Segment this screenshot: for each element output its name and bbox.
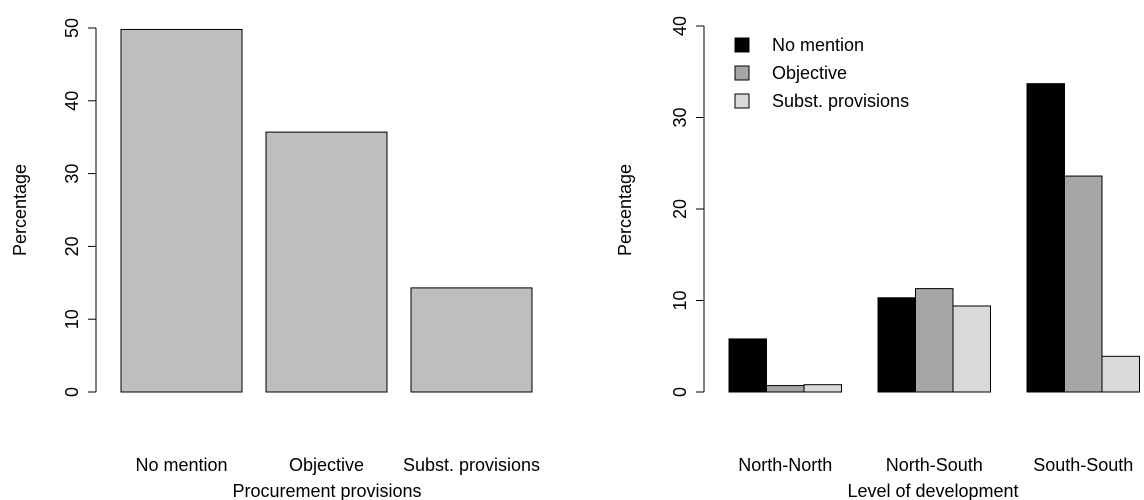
y-tick-label: 20	[670, 199, 690, 219]
x-tick-label: No mention	[135, 455, 227, 475]
bar	[915, 288, 954, 393]
bar	[1064, 175, 1103, 393]
bar	[1101, 355, 1140, 393]
x-tick-label: South-South	[1033, 455, 1133, 475]
bar	[410, 287, 533, 393]
y-tick-label: 10	[62, 309, 82, 329]
x-tick-label: North-South	[886, 455, 983, 475]
y-tick-label: 40	[670, 16, 690, 36]
legend-swatch	[734, 93, 750, 109]
x-tick-label: North-North	[738, 455, 832, 475]
y-tick-label: 0	[62, 387, 82, 397]
bar	[265, 131, 388, 393]
y-tick-label: 50	[62, 18, 82, 38]
bar	[766, 385, 805, 393]
bar	[952, 305, 991, 393]
chart-level-of-development: 0 10 20 30 40 Percentage North-North North-Sout…	[615, 16, 1140, 500]
y-tick-label: 0	[670, 387, 690, 397]
legend-label: Objective	[772, 63, 847, 83]
legend-swatch	[734, 65, 750, 81]
x-axis-title: Level of development	[847, 481, 1018, 500]
x-axis-title: Procurement provisions	[232, 481, 421, 500]
bar	[120, 28, 243, 393]
x-tick-label: Subst. provisions	[403, 455, 540, 475]
legend-swatch	[734, 37, 750, 53]
y-tick-label: 30	[62, 164, 82, 184]
y-tick-label: 10	[670, 290, 690, 310]
bar	[1026, 83, 1065, 393]
chart-procurement-provisions: 0 10 20 30 40 50 Percentage No mention Objective…	[10, 18, 540, 500]
y-axis-title: Percentage	[615, 164, 635, 256]
bar	[728, 338, 767, 393]
x-tick-label: Objective	[289, 455, 364, 475]
legend-label: Subst. provisions	[772, 91, 909, 111]
y-axis-title: Percentage	[10, 164, 30, 256]
legend: No mention Objective Subst. provisions	[734, 35, 909, 111]
bar	[877, 297, 916, 393]
legend-label: No mention	[772, 35, 864, 55]
y-tick-label: 20	[62, 236, 82, 256]
bar	[803, 384, 842, 393]
y-tick-label: 40	[62, 91, 82, 111]
y-tick-label: 30	[670, 107, 690, 127]
